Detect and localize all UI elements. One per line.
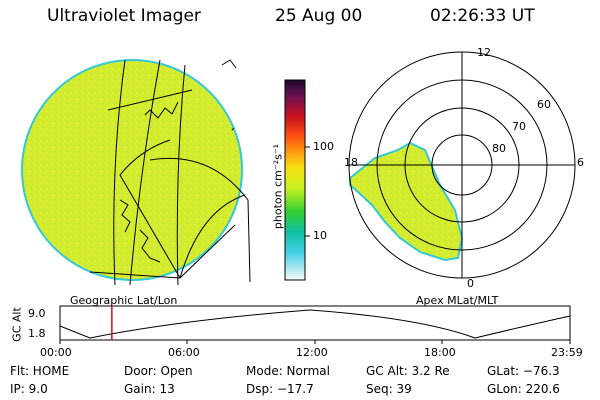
status-dsp: Dsp: −17.7 xyxy=(246,382,314,396)
mlt-label-0: 0 xyxy=(467,277,474,290)
geo-image-disk xyxy=(21,59,243,281)
lat-label-70: 70 xyxy=(512,120,526,133)
status-glon: GLon: 220.6 xyxy=(487,382,560,396)
altitude-curve xyxy=(59,309,571,339)
geo-panel-label: Geographic Lat/Lon xyxy=(70,294,178,307)
timeline-tick-1200: 12:00 xyxy=(296,346,328,359)
date-label: 25 Aug 00 xyxy=(275,6,363,26)
geo-gridlines xyxy=(89,59,251,286)
time-label: 02:26:33 UT xyxy=(430,6,535,26)
apex-polar-panel xyxy=(348,51,576,279)
altitude-timeline xyxy=(59,305,571,344)
mlt-label-6: 6 xyxy=(577,156,584,169)
status-mode: Mode: Normal xyxy=(246,364,330,378)
status-seq: Seq: 39 xyxy=(366,382,412,396)
auroral-oval xyxy=(349,141,464,262)
timeline-tick-1800: 18:00 xyxy=(424,346,456,359)
timeline-tick-0000: 00:00 xyxy=(40,346,72,359)
geo-image-panel xyxy=(21,59,251,286)
colorbar-tick-100: 100 xyxy=(313,140,334,153)
colorbar xyxy=(284,79,310,281)
status-gain: Gain: 13 xyxy=(124,382,175,396)
lat-label-80: 80 xyxy=(492,142,506,155)
status-gc-alt: GC Alt: 3.2 Re xyxy=(366,364,450,378)
colorbar-tick-10: 10 xyxy=(313,229,327,242)
timeline-tick-2359: 23:59 xyxy=(551,346,583,359)
status-glat: GLat: −76.3 xyxy=(487,364,560,378)
status-ip: IP: 9.0 xyxy=(10,382,48,396)
status-flight: Flt: HOME xyxy=(10,364,70,378)
colorbar-title: photon cm⁻²s⁻¹ xyxy=(271,143,285,230)
timeline-tick-0600: 06:00 xyxy=(168,346,200,359)
timeline-y-top: 9.0 xyxy=(28,307,46,320)
timeline-y-bottom: 1.8 xyxy=(28,327,46,340)
mlt-label-18: 18 xyxy=(344,156,358,169)
mlt-label-12: 12 xyxy=(477,46,491,59)
lat-label-60: 60 xyxy=(537,98,551,111)
apex-panel-label: Apex MLat/MLT xyxy=(416,294,499,307)
timeline-ylabel: GC Alt xyxy=(10,307,24,342)
status-door: Door: Open xyxy=(124,364,193,378)
instrument-title: Ultraviolet Imager xyxy=(47,6,201,26)
polar-grid xyxy=(348,51,576,279)
